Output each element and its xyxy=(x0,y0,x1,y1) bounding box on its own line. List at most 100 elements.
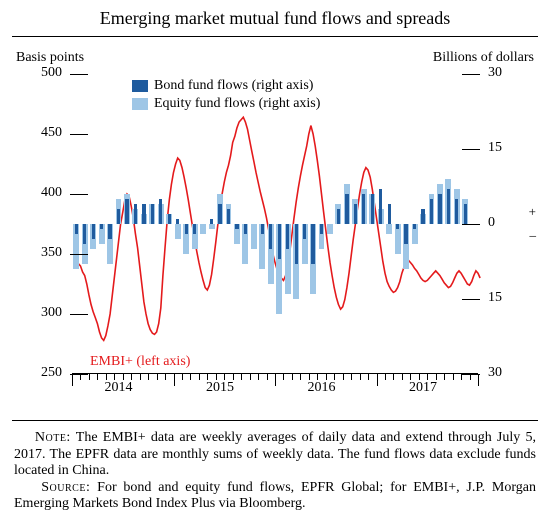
x-minor-tick xyxy=(377,374,378,380)
x-minor-tick xyxy=(250,374,251,380)
x-minor-tick xyxy=(368,374,369,380)
bond-bar xyxy=(438,194,441,224)
legend-equity: Equity fund flows (right axis) xyxy=(132,96,320,112)
y-right-zero-minus: _ xyxy=(530,223,537,239)
bond-bar xyxy=(185,224,188,234)
y-right-tick-mark xyxy=(462,149,480,150)
bond-bar xyxy=(404,224,407,244)
rule-top xyxy=(12,36,538,37)
y-left-tick-label: 250 xyxy=(14,365,62,381)
equity-bar xyxy=(200,224,206,234)
x-minor-tick xyxy=(233,374,234,380)
legend-swatch-equity xyxy=(132,98,148,110)
x-minor-tick xyxy=(241,374,242,380)
bond-bar xyxy=(151,204,154,224)
x-minor-tick xyxy=(360,374,361,380)
bond-bar xyxy=(430,199,433,224)
x-minor-tick xyxy=(182,374,183,380)
bond-bar xyxy=(320,224,323,234)
legend-swatch-bond xyxy=(132,80,148,92)
x-minor-tick xyxy=(224,374,225,380)
bond-bar xyxy=(269,224,272,249)
bond-bar xyxy=(337,209,340,224)
note-text: The EMBI+ data are weekly averages of da… xyxy=(14,430,536,478)
x-minor-tick xyxy=(97,374,98,380)
x-minor-tick xyxy=(461,374,462,380)
x-minor-tick xyxy=(292,374,293,380)
y-right-tick-label: 15 xyxy=(488,290,536,306)
bond-bar xyxy=(134,204,137,224)
legend-embi: EMBI+ (left axis) xyxy=(90,354,190,370)
bond-bar xyxy=(286,224,289,249)
bond-bar xyxy=(345,194,348,224)
y-right-tick-mark xyxy=(462,74,480,75)
bond-bar xyxy=(455,199,458,224)
x-minor-tick xyxy=(106,374,107,380)
bond-bar xyxy=(396,224,399,229)
bond-bar xyxy=(362,194,365,224)
x-minor-tick xyxy=(436,374,437,380)
x-minor-tick xyxy=(199,374,200,380)
x-minor-tick xyxy=(419,374,420,380)
equity-bar xyxy=(175,224,181,239)
bond-bar xyxy=(295,224,298,264)
y-right-tick-label: 30 xyxy=(488,65,536,81)
bond-bar xyxy=(311,224,314,264)
x-minor-tick xyxy=(309,374,310,380)
x-minor-tick xyxy=(275,374,276,380)
bond-bar xyxy=(193,224,196,234)
bond-bar xyxy=(447,189,450,224)
x-minor-tick xyxy=(402,374,403,380)
bond-bar xyxy=(117,209,120,224)
chart-plot-area xyxy=(72,74,478,374)
y-left-tick-mark xyxy=(70,194,88,195)
legend-equity-label: Equity fund flows (right axis) xyxy=(154,96,320,111)
bond-bar xyxy=(75,224,78,234)
x-minor-tick xyxy=(393,374,394,380)
x-minor-tick xyxy=(427,374,428,380)
x-minor-tick xyxy=(326,374,327,380)
figure-footnote: Note: The EMBI+ data are weekly averages… xyxy=(14,430,536,513)
x-minor-tick xyxy=(174,374,175,380)
y-right-tick-label: 30 xyxy=(488,365,536,381)
y-left-tick-label: 450 xyxy=(14,125,62,141)
y-left-axis-label: Basis points xyxy=(16,50,84,66)
y-left-tick-mark xyxy=(70,254,88,255)
rule-bottom xyxy=(12,420,538,421)
bond-bar xyxy=(210,219,213,224)
x-minor-tick xyxy=(267,374,268,380)
x-minor-tick xyxy=(470,374,471,380)
y-left-tick-label: 300 xyxy=(14,305,62,321)
bond-bar xyxy=(278,224,281,259)
legend-bond: Bond fund flows (right axis) xyxy=(132,78,313,94)
bond-bar xyxy=(83,224,86,244)
bond-bar xyxy=(354,204,357,224)
x-minor-tick xyxy=(317,374,318,380)
x-minor-tick xyxy=(165,374,166,380)
x-tick-label: 2016 xyxy=(297,380,347,396)
x-minor-tick xyxy=(89,374,90,380)
x-minor-tick xyxy=(123,374,124,380)
bond-bar xyxy=(218,204,221,224)
y-right-tick-mark xyxy=(462,299,480,300)
y-left-tick-label: 400 xyxy=(14,185,62,201)
bond-bar xyxy=(100,224,103,229)
y-left-tick-label: 350 xyxy=(14,245,62,261)
x-minor-tick xyxy=(444,374,445,380)
bond-bar xyxy=(92,224,95,239)
x-minor-tick xyxy=(190,374,191,380)
source-label: Source: xyxy=(41,480,90,495)
x-minor-tick xyxy=(351,374,352,380)
equity-bar xyxy=(251,224,257,249)
x-minor-tick xyxy=(131,374,132,380)
bond-bar xyxy=(244,224,247,234)
x-minor-tick xyxy=(80,374,81,380)
x-tick-label: 2017 xyxy=(398,380,448,396)
x-minor-tick xyxy=(216,374,217,380)
y-right-axis-label: Billions of dollars xyxy=(433,50,534,66)
bond-bar xyxy=(371,194,374,224)
y-right-tick-label: 15 xyxy=(488,140,536,156)
x-minor-tick xyxy=(453,374,454,380)
equity-bar xyxy=(209,224,215,229)
bond-bar xyxy=(176,219,179,224)
